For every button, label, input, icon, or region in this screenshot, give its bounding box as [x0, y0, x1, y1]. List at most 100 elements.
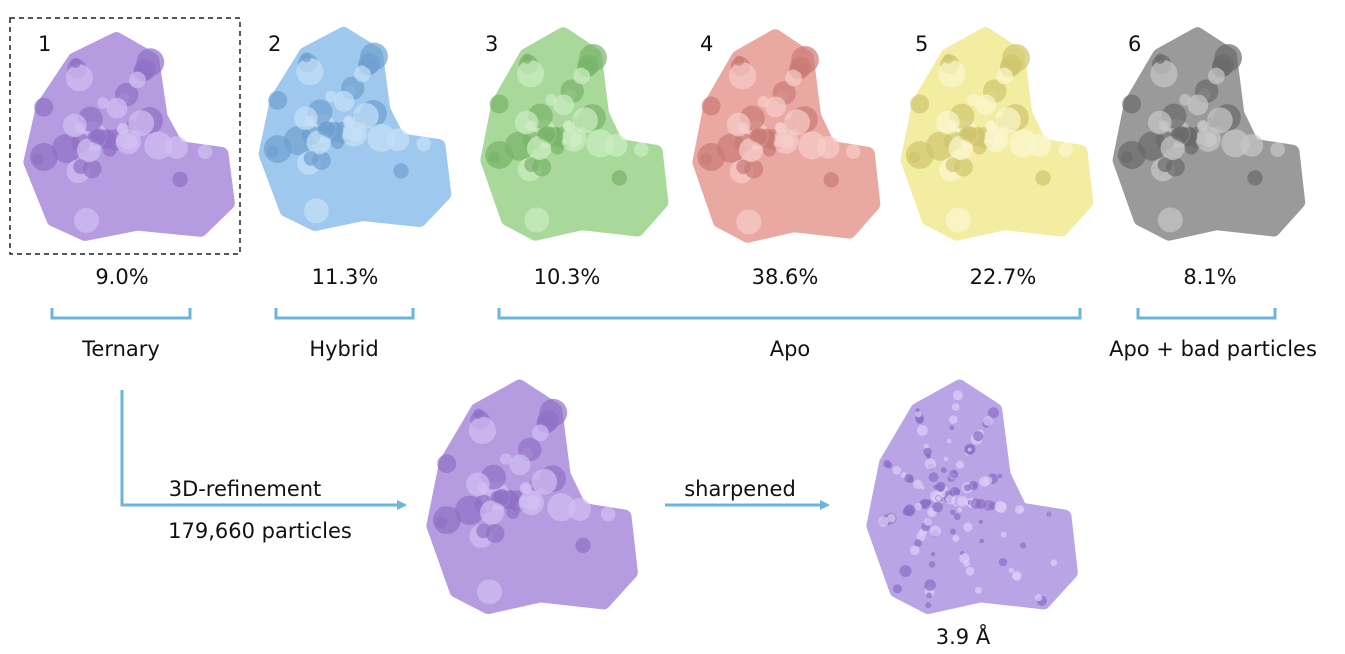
density-map-part	[73, 159, 88, 174]
density-map-part	[500, 490, 519, 509]
density-map-part	[488, 151, 501, 164]
density-map-part	[993, 133, 1006, 146]
density-map-part	[468, 416, 496, 444]
density-map-part	[1035, 593, 1043, 602]
density-map-part	[950, 509, 956, 515]
density-map-part	[919, 498, 930, 510]
density-map-part	[301, 52, 312, 63]
density-map-part	[1240, 134, 1264, 157]
density-map-part	[913, 479, 923, 490]
density-map-part	[910, 94, 930, 114]
density-map-part	[967, 127, 986, 146]
density-map-part	[1155, 53, 1166, 64]
density-map-part	[1208, 67, 1225, 85]
density-map-part	[172, 171, 188, 188]
density-map-part	[733, 55, 745, 66]
density-map-part	[386, 128, 410, 152]
density-map-part	[904, 473, 914, 483]
density-map-part	[1019, 542, 1027, 549]
density-map-part	[129, 71, 146, 89]
density-map-part	[935, 481, 946, 492]
class-number: 1	[38, 32, 51, 56]
density-map-part	[528, 497, 541, 510]
density-map-part	[76, 138, 102, 163]
density-map-part	[197, 144, 213, 160]
density-map-part	[885, 461, 893, 469]
class-number: 6	[1128, 32, 1141, 56]
density-map-part	[923, 517, 932, 526]
density-map-part	[32, 153, 44, 166]
bracket	[50, 308, 192, 320]
density-map-part	[303, 151, 319, 166]
density-map-part	[816, 136, 840, 159]
class-number: 3	[485, 32, 498, 56]
density-map-part	[866, 379, 1078, 615]
density-maps	[23, 27, 1306, 615]
density-map-part	[1207, 107, 1233, 134]
density-map-part	[903, 505, 915, 516]
density-map-part	[845, 144, 861, 159]
density-map-part	[949, 415, 958, 424]
density-map-part	[757, 129, 776, 148]
class-number: 5	[915, 32, 928, 56]
density-map-part	[500, 453, 512, 465]
density-map-part	[116, 122, 130, 136]
density-map-part	[526, 135, 552, 161]
density-map-part	[736, 159, 751, 175]
density-map-part	[929, 510, 935, 516]
density-map-part	[928, 561, 936, 568]
density-map-part	[579, 43, 607, 72]
density-map-part	[968, 480, 979, 491]
resolution: 3.9 Å	[936, 623, 991, 649]
density-map-part	[1197, 119, 1210, 133]
density-map-part	[892, 466, 902, 475]
refinement-arrow	[120, 390, 407, 510]
density-map-part	[296, 58, 324, 86]
density-map-part	[737, 122, 748, 133]
bracket	[274, 308, 415, 320]
density-map-part	[106, 97, 128, 119]
density-map-part	[65, 64, 93, 92]
density-map-part	[74, 122, 85, 134]
density-map-part	[949, 528, 956, 535]
class-number: 2	[268, 32, 281, 56]
density-map-part	[1205, 133, 1218, 146]
density-map-part	[929, 525, 941, 537]
density-map-part	[791, 45, 819, 74]
density-map-part	[924, 458, 937, 470]
density-map-part	[996, 67, 1013, 85]
density-map-part	[97, 97, 109, 109]
density-map-part	[1008, 567, 1015, 574]
density-map-part	[924, 579, 936, 591]
density-map-part	[1122, 94, 1142, 114]
density-map-part	[525, 120, 536, 131]
group-label: Apo + bad particles	[1109, 337, 1317, 361]
density-map-part	[946, 120, 958, 131]
density-map-part	[1160, 135, 1185, 161]
density-map-part	[531, 468, 558, 495]
density-map-part	[953, 513, 961, 520]
bracket	[497, 308, 1082, 320]
density-map-part	[572, 107, 598, 134]
density-map-part	[892, 584, 902, 594]
density-map-part	[611, 170, 627, 186]
density-map-part	[435, 516, 447, 529]
density-map-part	[268, 90, 288, 110]
density-map-part	[1157, 207, 1183, 233]
class-percent: 11.3%	[312, 265, 379, 289]
density-map-part	[700, 153, 713, 166]
density-map-part	[949, 487, 960, 498]
density-map-part	[1158, 120, 1170, 131]
density-map-part	[125, 136, 138, 148]
density-map-part	[524, 157, 539, 173]
density-map-part	[1187, 94, 1209, 116]
sharpen-label: sharpened	[684, 477, 796, 501]
density-map-part	[957, 507, 963, 513]
density-map-part	[1035, 170, 1051, 186]
density-map-part	[940, 467, 947, 474]
density-map-part	[948, 135, 973, 161]
density-map-part	[765, 96, 786, 118]
density-map-part	[785, 69, 803, 87]
class-percent: 8.1%	[1183, 265, 1236, 289]
